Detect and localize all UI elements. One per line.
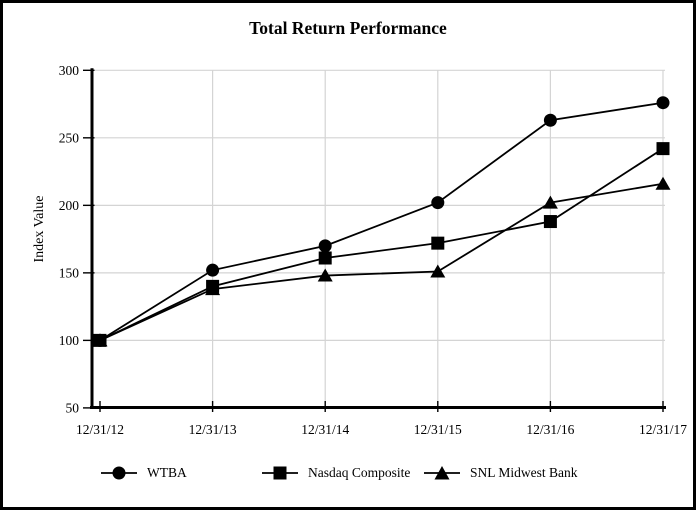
x-tick-label: 12/31/15 — [414, 422, 462, 437]
chart-title: Total Return Performance — [249, 18, 447, 38]
series-line — [99, 101, 664, 342]
square-marker-icon — [262, 466, 298, 480]
circle-marker — [656, 96, 670, 110]
chart-legend: WTBA Nasdaq Composite SNL Midwest Bank — [3, 464, 693, 484]
series-line — [99, 182, 664, 342]
x-tick-label: 12/31/17 — [639, 422, 687, 437]
square-marker — [543, 215, 557, 229]
series-line — [99, 147, 664, 342]
x-tick-label: 12/31/14 — [301, 422, 349, 437]
line-chart-plot: 50 100 150 200 250 300 12/31/12 12/31/13 12/31/1… — [59, 63, 687, 437]
legend-item-snl: SNL Midwest Bank — [424, 464, 578, 482]
legend-label-snl: SNL Midwest Bank — [470, 465, 578, 480]
circle-marker — [431, 196, 445, 210]
y-tick-label: 100 — [59, 333, 80, 348]
circle-marker — [318, 239, 332, 253]
circle-marker — [543, 113, 557, 127]
triangle-marker — [430, 264, 446, 278]
legend-label-nasdaq: Nasdaq Composite — [308, 465, 411, 480]
y-tick-label: 200 — [59, 198, 80, 213]
circle-marker — [206, 263, 220, 277]
legend-label-wtba: WTBA — [147, 465, 187, 480]
triangle-marker — [655, 176, 671, 190]
x-tick-label: 12/31/16 — [526, 422, 574, 437]
triangle-marker — [317, 268, 333, 282]
square-marker — [656, 142, 670, 156]
y-tick-label: 150 — [59, 265, 80, 280]
legend-item-nasdaq: Nasdaq Composite — [262, 464, 410, 482]
circle-marker-icon — [101, 466, 137, 480]
x-tick-label: 12/31/12 — [76, 422, 124, 437]
triangle-marker — [542, 195, 558, 209]
square-marker — [318, 251, 332, 265]
y-tick-label: 300 — [59, 63, 80, 78]
x-tick-label: 12/31/13 — [189, 422, 237, 437]
legend-item-wtba: WTBA — [101, 464, 187, 482]
square-marker — [431, 236, 445, 250]
y-tick-label: 250 — [59, 130, 80, 145]
y-tick-label: 50 — [66, 400, 80, 415]
square-marker — [206, 279, 220, 293]
square-marker — [93, 333, 107, 347]
triangle-marker-icon — [424, 466, 460, 480]
